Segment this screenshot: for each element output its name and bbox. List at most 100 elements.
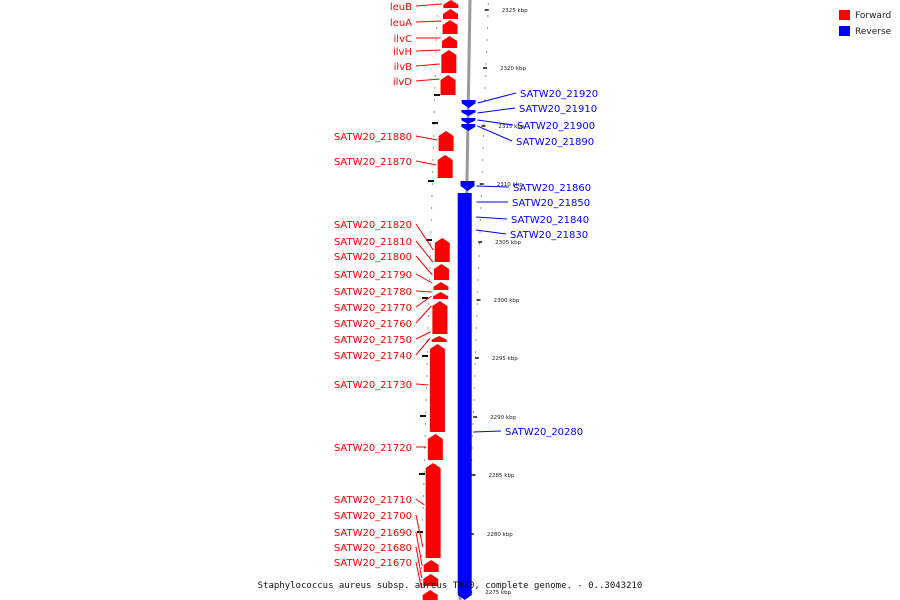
forward-gene-label: SATW20_21680	[334, 543, 412, 554]
forward-gene-arrow	[437, 155, 453, 178]
forward-gene-label: SATW20_21740	[334, 351, 412, 362]
forward-gene-leader	[415, 273, 433, 284]
forward-gene-arrow	[438, 131, 454, 151]
forward-gene-leader	[415, 498, 425, 506]
scale-tick-label: 2275 kbp	[485, 590, 511, 596]
scale-tick-label: 2320 kbp	[500, 66, 526, 72]
reverse-gene-arrow	[461, 124, 476, 131]
reverse-gene-label: SATW20_21840	[511, 215, 589, 226]
forward-gene-label: SATW20_21670	[334, 558, 412, 569]
forward-gene-arrow	[427, 434, 443, 460]
reverse-gene-leader	[476, 216, 508, 220]
reverse-gene-label: SATW20_21900	[517, 121, 595, 132]
forward-gene-arrow	[423, 560, 439, 572]
forward-gene-label: SATW20_21780	[334, 287, 412, 298]
forward-gene-label: SATW20_21690	[334, 528, 412, 539]
forward-gene-label: SATW20_21770	[334, 303, 412, 314]
forward-gene-leader	[415, 290, 432, 293]
forward-gene-arrow	[434, 238, 450, 262]
forward-gene-arrow	[425, 463, 441, 558]
forward-gene-label: ilvB	[394, 62, 412, 73]
forward-gene-arrow	[433, 264, 449, 280]
reverse-gene-leader	[475, 229, 507, 235]
forward-gene-leader	[415, 337, 431, 356]
scale-tick-label: 2310 kbp	[497, 182, 523, 188]
forward-gene-arrow	[422, 590, 438, 600]
scale-tick-label: 2315 kbp	[498, 124, 524, 130]
reverse-gene-leader	[476, 185, 510, 188]
forward-gene-label: ilvH	[393, 47, 412, 58]
legend: Forward Reverse	[839, 10, 892, 37]
forward-gene-arrow	[443, 9, 459, 19]
forward-gene-label: SATW20_21760	[334, 319, 412, 330]
legend-label-forward: Forward	[855, 11, 891, 21]
scale-tick-label: 2290 kbp	[490, 415, 516, 421]
forward-gene-leader	[415, 561, 422, 589]
forward-gene-label: SATW20_21710	[334, 495, 412, 506]
scale-tick-label: 2280 kbp	[487, 532, 513, 538]
legend-label-reverse: Reverse	[855, 27, 892, 37]
forward-gene-leader	[415, 383, 429, 386]
forward-gene-label: SATW20_21880	[334, 132, 412, 143]
reverse-gene-arrow	[461, 118, 476, 124]
forward-gene-label: SATW20_21870	[334, 157, 412, 168]
forward-gene-arrow	[433, 292, 449, 299]
forward-gene-arrow	[423, 574, 439, 586]
forward-gene-label: ilvC	[394, 34, 412, 45]
forward-gene-label: SATW20_21800	[334, 252, 412, 263]
forward-gene-leader	[415, 223, 434, 251]
forward-gene-arrow	[432, 301, 448, 334]
forward-gene-label: ilvD	[393, 77, 412, 88]
reverse-gene-leader	[477, 119, 514, 126]
reverse-gene-leader	[477, 125, 513, 142]
forward-gene-arrow	[440, 75, 456, 95]
forward-gene-arrow	[442, 36, 458, 48]
forward-gene-leader	[415, 514, 424, 548]
forward-gene-arrow	[433, 282, 449, 290]
forward-gene-label: SATW20_21810	[334, 237, 412, 248]
reverse-gene-label: SATW20_20280	[505, 427, 583, 438]
forward-gene-leader	[415, 305, 432, 324]
forward-gene-leader	[415, 78, 440, 82]
reverse-gene-leader	[477, 92, 517, 104]
forward-gene-arrow	[441, 50, 457, 73]
forward-gene-leader	[415, 160, 437, 166]
scale-tick-label: 2285 kbp	[489, 473, 515, 479]
forward-gene-leader	[415, 531, 423, 567]
reverse-gene-label: SATW20_21830	[510, 230, 588, 241]
reverse-gene-label: SATW20_21920	[520, 89, 598, 100]
forward-gene-leader	[415, 331, 431, 340]
reverse-gene-label: SATW20_21890	[516, 137, 594, 148]
reverse-gene-leader	[477, 107, 516, 114]
forward-gene-leader	[415, 255, 433, 276]
forward-gene-leader	[415, 63, 440, 67]
forward-gene-leader	[415, 240, 434, 263]
forward-gene-leader	[415, 295, 432, 308]
forward-gene-label: SATW20_21790	[334, 270, 412, 281]
forward-gene-leader	[415, 20, 442, 23]
forward-gene-arrow	[442, 20, 458, 34]
reverse-gene-leader	[473, 430, 502, 433]
legend-swatch-forward	[839, 10, 850, 20]
reverse-gene-label: SATW20_21850	[512, 198, 590, 209]
reverse-gene-label: SATW20_21860	[513, 183, 591, 194]
scale-tick-label: 2305 kbp	[495, 240, 521, 246]
scale-tick-label: 2295 kbp	[492, 356, 518, 362]
forward-gene-leader	[415, 3, 442, 7]
reverse-gene-arrow	[461, 110, 476, 116]
legend-swatch-reverse	[839, 26, 850, 36]
scale-tick-label: 2325 kbp	[502, 8, 528, 14]
forward-gene-label: SATW20_21820	[334, 220, 412, 231]
forward-gene-label: SATW20_21720	[334, 443, 412, 454]
forward-gene-leader	[415, 135, 438, 141]
scale-tick-label: 2300 kbp	[494, 298, 520, 304]
reverse-gene-arrow	[460, 181, 475, 191]
forward-gene-arrow	[431, 336, 447, 342]
forward-gene-leader	[415, 49, 441, 52]
reverse-gene-arrow	[457, 193, 472, 600]
forward-gene-arrow	[429, 344, 445, 432]
forward-gene-label: SATW20_21730	[334, 380, 412, 391]
forward-gene-arrow	[443, 0, 459, 8]
forward-gene-leader	[415, 546, 423, 579]
